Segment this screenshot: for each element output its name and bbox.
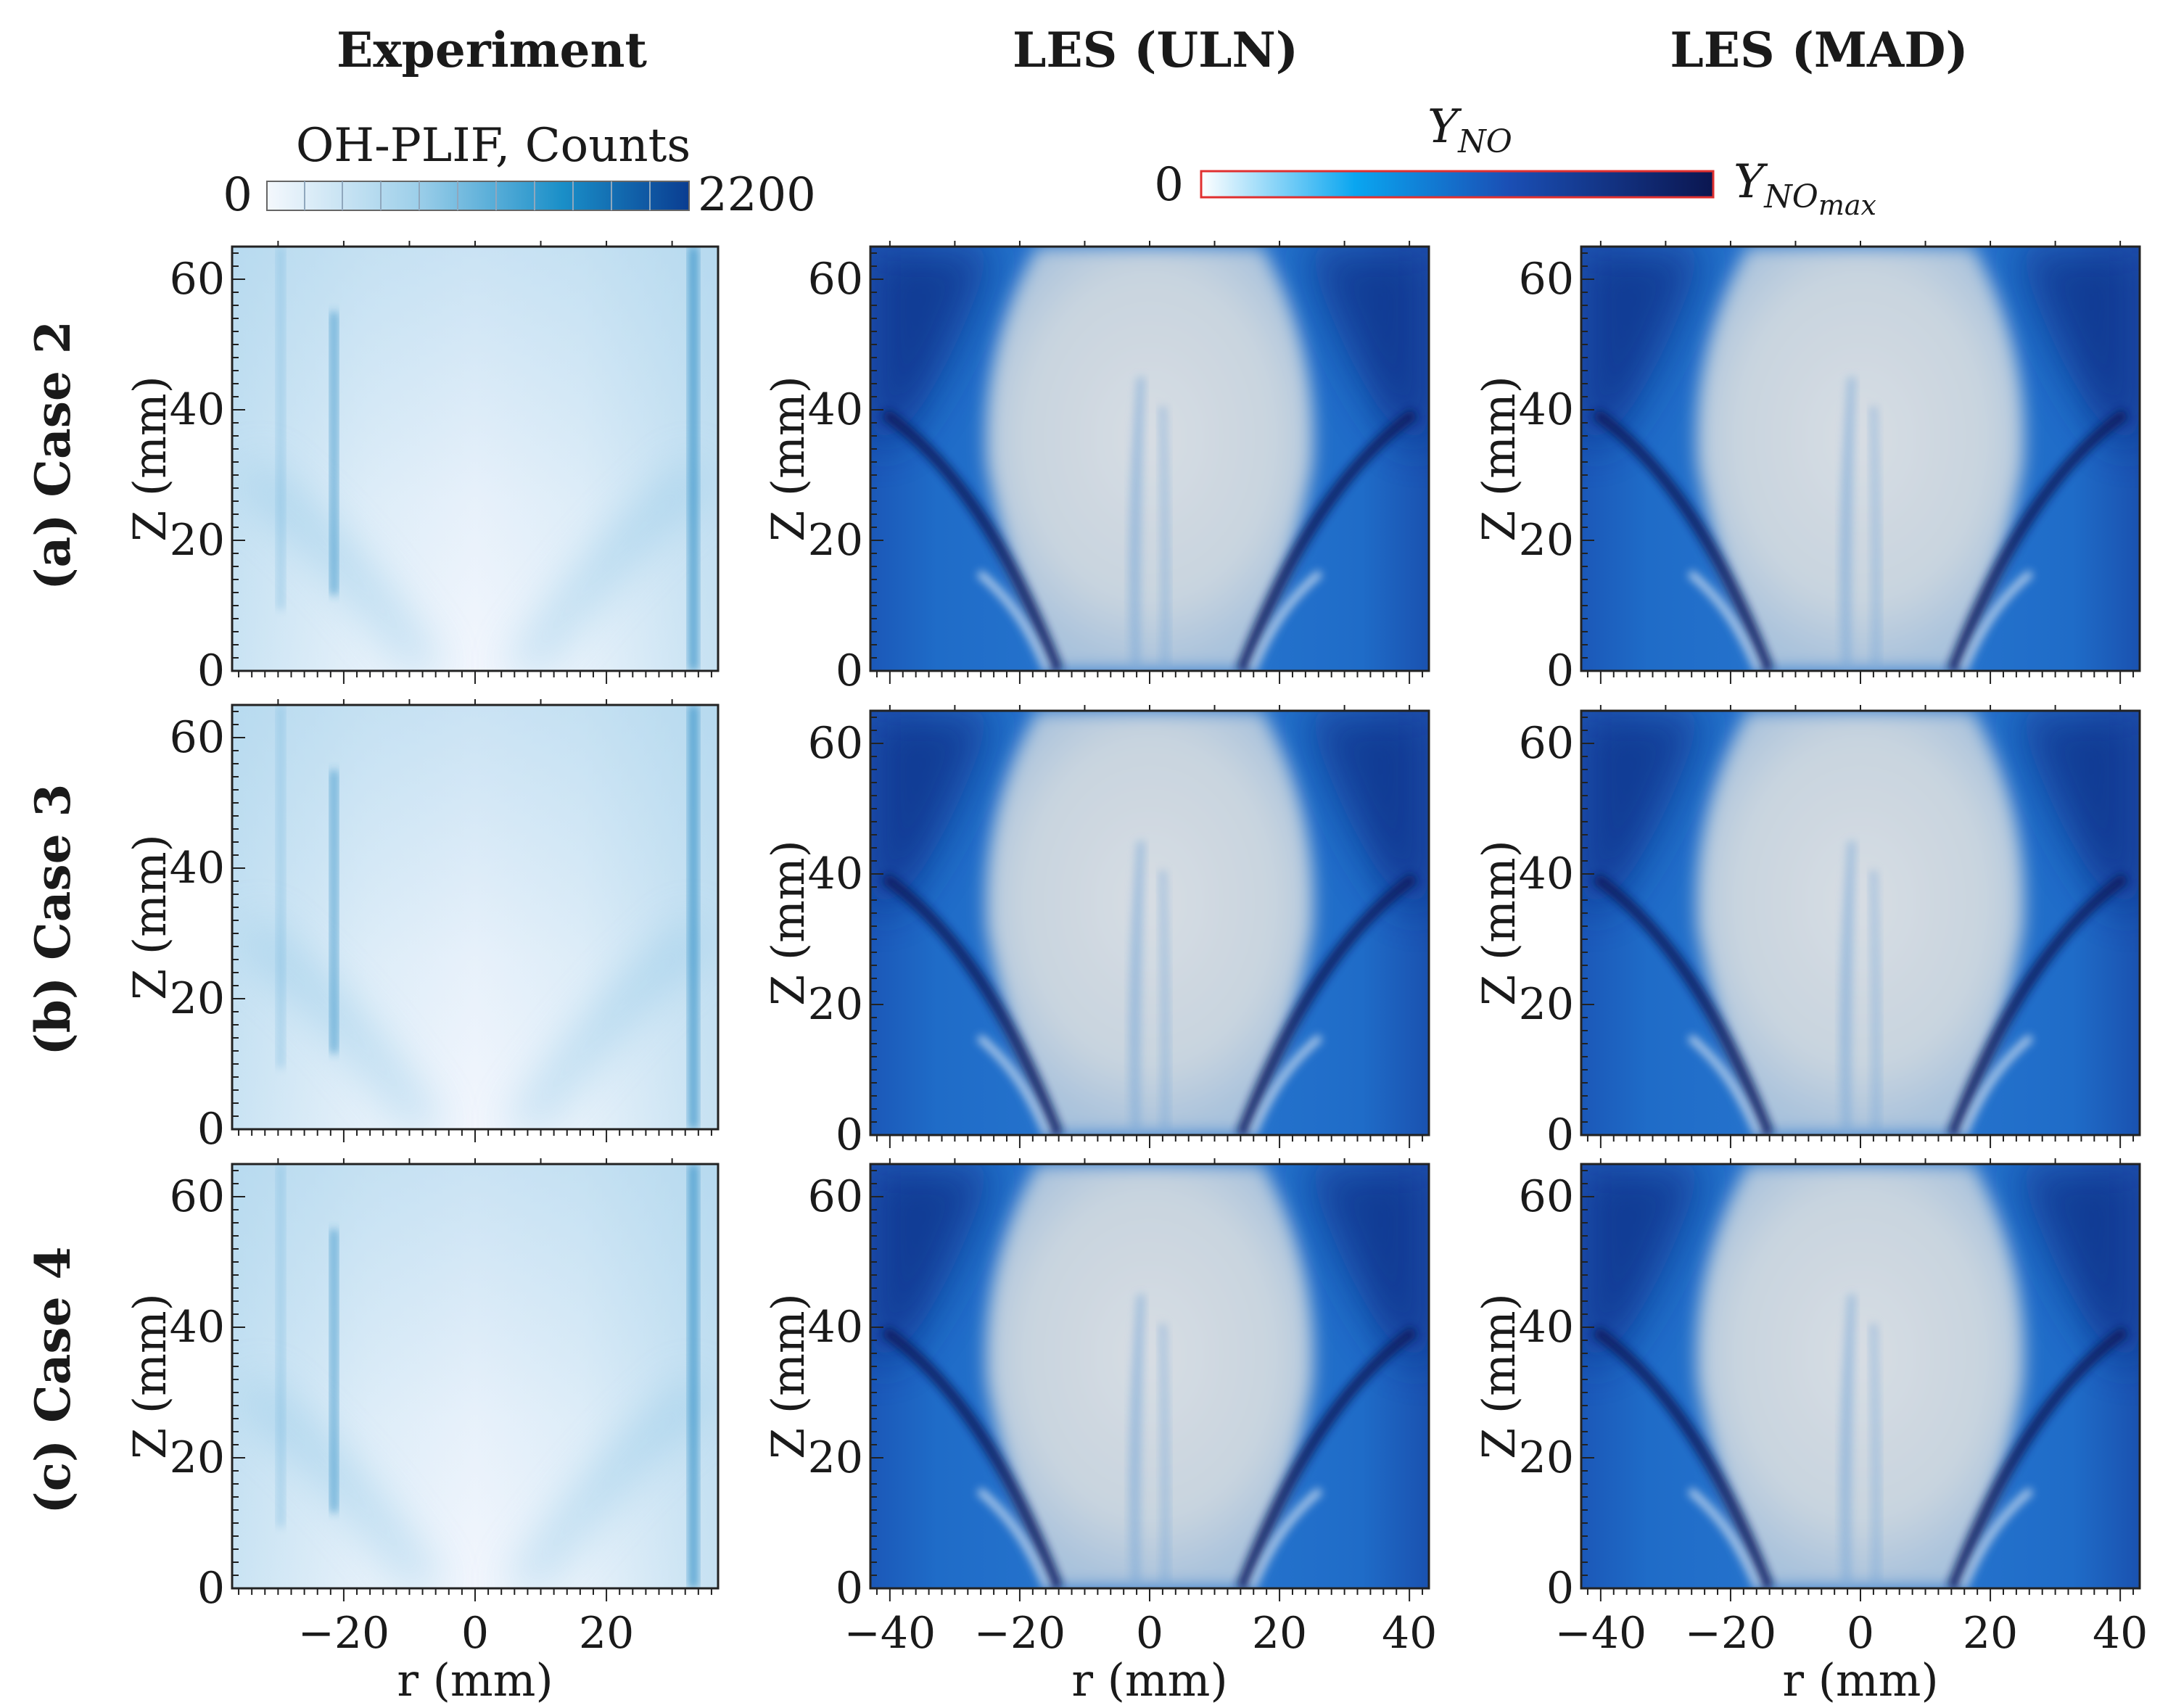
row-label-case-3: (b) Case 3 [25,784,81,1056]
y-tick-label: 20 [808,979,863,1030]
y-tick-label: 60 [1519,254,1574,305]
y-tick-label: 0 [197,1563,225,1614]
y-tick-label: 40 [808,384,863,435]
y-tick-label: 40 [1519,849,1574,899]
y-axis-label: Z (mm) [762,840,815,1006]
y-tick-label: 20 [170,973,225,1024]
y-axis-label: Z (mm) [123,834,176,1000]
colorbar-y-no-label-sub: NO [1457,123,1512,160]
x-tick-label: 40 [1382,1608,1437,1659]
panel-les-mad-case-3 [1581,711,2140,1135]
x-tick-label: 0 [1847,1608,1874,1659]
panel-experiment-case-4 [232,1164,718,1588]
x-tick-label: −20 [974,1608,1066,1659]
axes-layer: 0 20 40 60 Z (mm) 0 20 40 60 Z (mm) 0 20 40 60 Z (mm) −… [123,241,2148,1707]
column-title-les-uln: LES (ULN) [1013,22,1298,78]
colorbar-y-no-max-subsub: max [1818,189,1876,221]
panel-les-uln-case-3 [870,711,1429,1135]
column-title-experiment: Experiment [337,22,647,78]
row-label-case-2: (a) Case 2 [25,321,81,590]
y-tick-label: 60 [170,254,225,305]
column-title-les-mad: LES (MAD) [1670,22,1968,78]
y-tick-label: 60 [808,254,863,305]
colorbar-oh-plif-max: 2200 [698,168,816,222]
x-axis-label: r (mm) [1782,1654,1938,1707]
y-tick-label: 40 [808,849,863,899]
y-tick-label: 60 [808,1171,863,1222]
panel-les-mad-case-4 [1581,1164,2140,1588]
x-tick-label: −40 [1555,1608,1647,1659]
colorbar-oh-plif: OH-PLIF, Counts 0 2200 [223,119,816,222]
y-tick-label: 20 [808,1432,863,1483]
colorbar-oh-plif-gradient [266,181,690,211]
y-tick-label: 20 [170,1432,225,1483]
colorbar-y-no-label: Y [1427,100,1462,154]
y-tick-label: 40 [170,1302,225,1353]
y-axis-label: Z (mm) [1472,840,1525,1006]
colorbar-y-no: YNO 0 YNOmax [1154,100,1876,221]
y-tick-label: 60 [1519,1171,1574,1222]
y-tick-label: 60 [808,718,863,769]
colorbar-oh-plif-min: 0 [223,168,252,222]
y-tick-label: 40 [1519,1302,1574,1353]
y-tick-label: 60 [1519,718,1574,769]
y-tick-label: 0 [1546,1563,1574,1614]
y-tick-label: 40 [808,1302,863,1353]
colorbar-oh-plif-label: OH-PLIF, Counts [296,119,691,173]
x-tick-label: 40 [2093,1608,2148,1659]
x-tick-label: −40 [844,1608,936,1659]
y-tick-label: 0 [836,1110,863,1160]
panel-experiment-case-3 [232,705,718,1129]
colorbar-y-no-max-sub: NO [1763,178,1818,215]
y-tick-label: 20 [1519,515,1574,566]
y-tick-label: 40 [170,384,225,435]
y-tick-label: 20 [808,515,863,566]
y-tick-label: 0 [836,645,863,696]
y-tick-label: 0 [836,1563,863,1614]
y-axis-label: Z (mm) [762,1293,815,1459]
x-tick-label: 20 [579,1608,634,1659]
y-tick-label: 0 [1546,645,1574,696]
y-tick-label: 0 [197,645,225,696]
y-tick-label: 40 [1519,384,1574,435]
y-tick-label: 0 [1546,1110,1574,1160]
x-axis-label: r (mm) [397,1654,553,1707]
x-tick-label: 20 [1252,1608,1307,1659]
x-axis-label: r (mm) [1071,1654,1227,1707]
svg-text:YNO: YNO [1427,100,1512,160]
colorbar-oh-plif-divisions [304,181,651,210]
y-axis-label: Z (mm) [762,376,815,542]
y-tick-label: 60 [170,1171,225,1222]
colorbar-y-no-min: 0 [1154,158,1184,212]
panel-les-mad-case-2 [1581,247,2140,671]
y-tick-label: 20 [1519,979,1574,1030]
y-tick-label: 0 [197,1104,225,1155]
x-tick-label: 0 [461,1608,489,1659]
panel-les-uln-case-4 [870,1164,1429,1588]
row-label-case-4: (c) Case 4 [25,1247,81,1514]
colorbar-y-no-gradient [1200,170,1715,199]
panel-les-uln-case-2 [870,247,1429,671]
y-axis-label: Z (mm) [1472,1293,1525,1459]
y-tick-label: 40 [170,843,225,894]
y-tick-label: 20 [1519,1432,1574,1483]
y-tick-label: 60 [170,712,225,763]
y-axis-label: Z (mm) [123,1293,176,1459]
svg-text:YNOmax: YNOmax [1734,155,1876,221]
colorbar-y-no-max: Y [1734,155,1768,209]
panel-experiment-case-2 [232,247,718,671]
x-tick-label: −20 [1685,1608,1777,1659]
y-axis-label: Z (mm) [123,376,176,542]
x-tick-label: −20 [298,1608,390,1659]
y-axis-label: Z (mm) [1472,376,1525,542]
x-tick-label: 20 [1963,1608,2018,1659]
x-tick-label: 0 [1136,1608,1163,1659]
y-tick-label: 20 [170,515,225,566]
